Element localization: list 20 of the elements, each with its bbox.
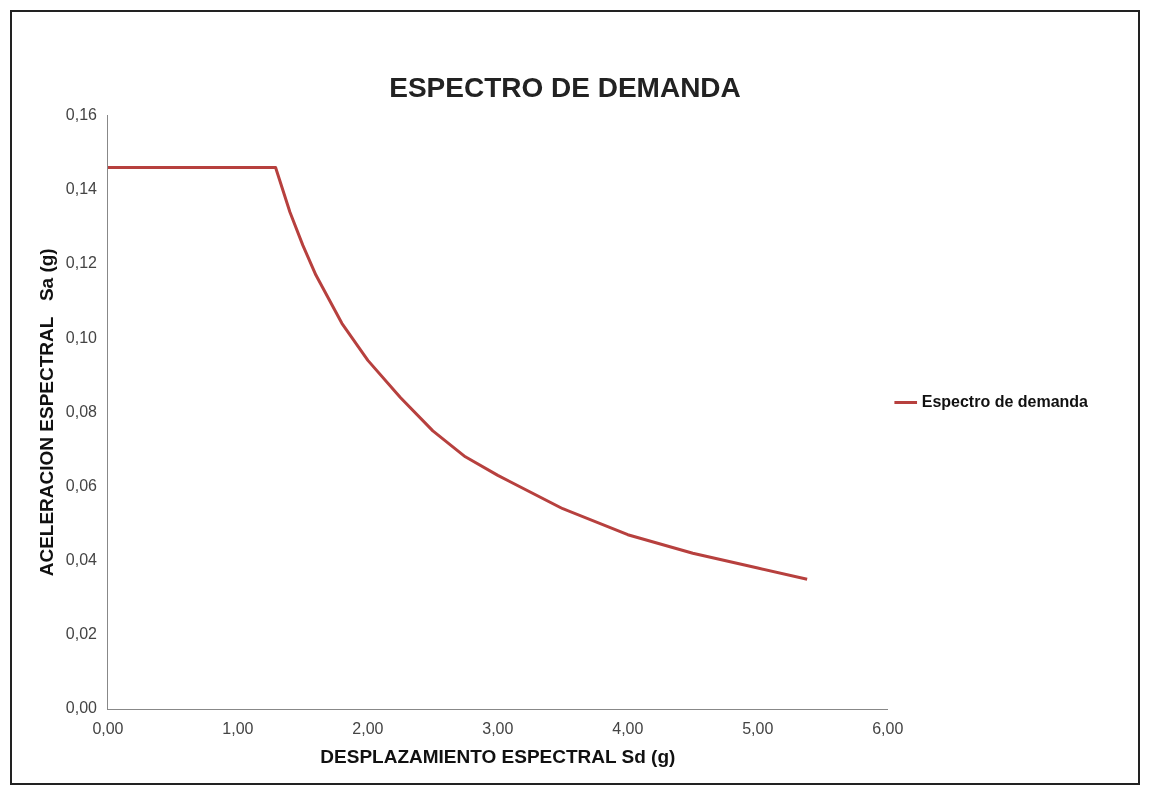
- chart-title: ESPECTRO DE DEMANDA: [389, 71, 741, 103]
- y-tick-label: 0,06: [65, 476, 98, 494]
- x-tick-label: 4,00: [612, 720, 644, 738]
- y-axis-title: ACELERACION ESPECTRAL Sa (g): [35, 248, 57, 577]
- y-tick-label: 0,10: [65, 328, 98, 346]
- x-axis-title: DESPLAZAMIENTO ESPECTRAL Sd (g): [320, 745, 676, 767]
- x-tick-label: 0,00: [92, 720, 124, 738]
- y-tick-label: 0,12: [65, 254, 98, 272]
- x-tick-label: 6,00: [872, 720, 904, 738]
- y-tick-label: 0,14: [65, 180, 98, 198]
- y-tick-label: 0,02: [65, 625, 98, 643]
- y-tick-label: 0,08: [65, 402, 98, 420]
- x-tick-label: 2,00: [352, 720, 384, 738]
- x-tick-label: 5,00: [742, 720, 774, 738]
- legend-label: Espectro de demanda: [921, 392, 1089, 410]
- x-tick-label: 3,00: [482, 720, 514, 738]
- y-tick-label: 0,16: [65, 106, 98, 124]
- x-tick-label: 1,00: [222, 720, 254, 738]
- y-tick-label: 0,00: [65, 699, 98, 717]
- y-tick-label: 0,04: [65, 551, 98, 569]
